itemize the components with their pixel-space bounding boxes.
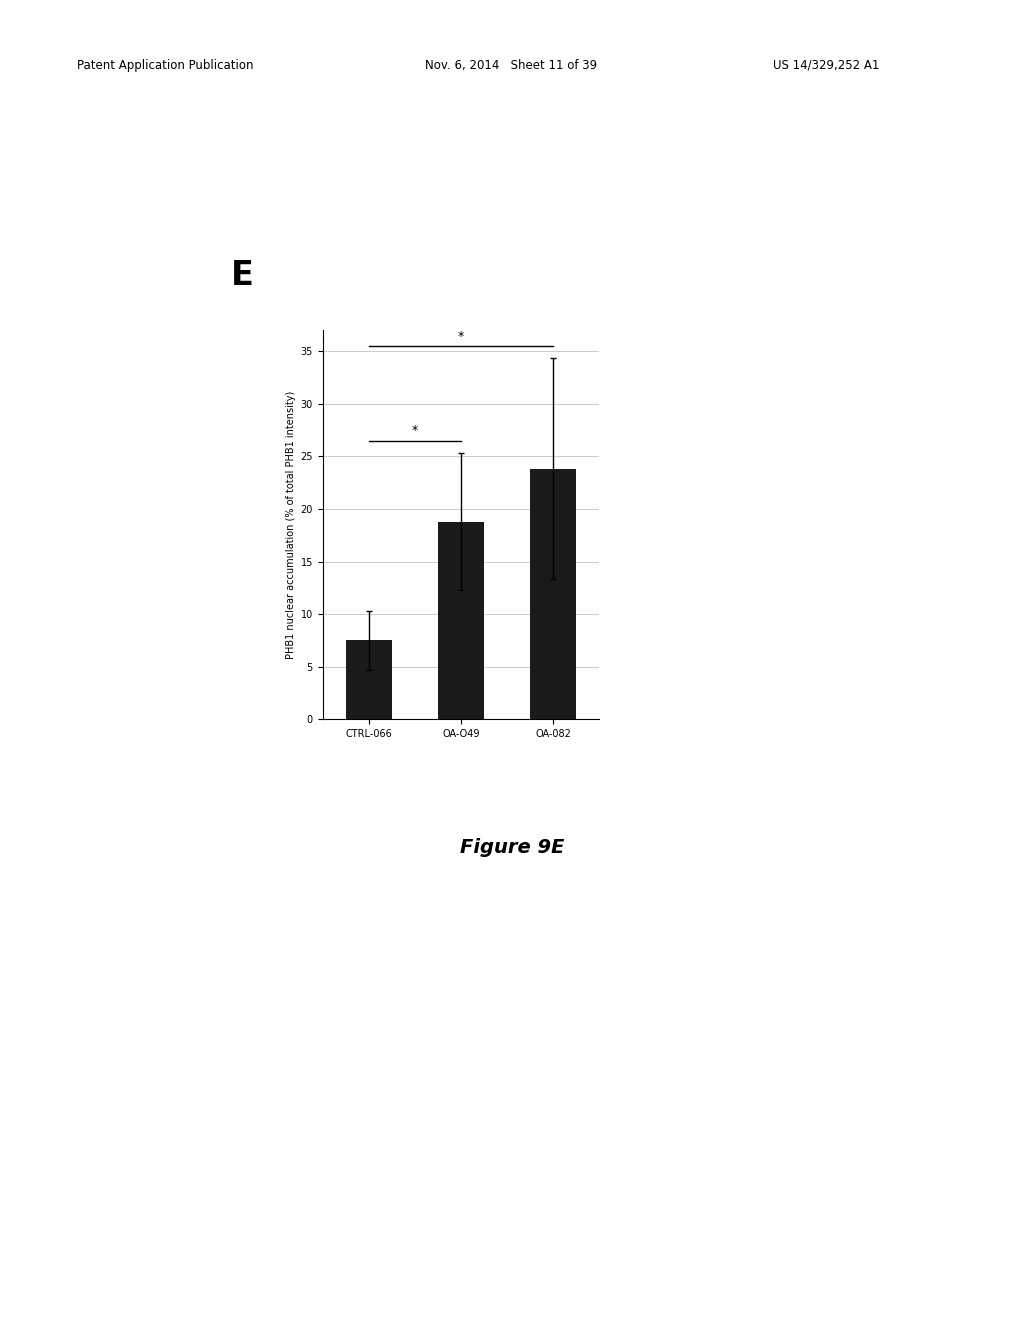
Text: *: * [458,330,464,343]
Bar [438,521,483,719]
Text: E: E [230,259,253,292]
Text: US 14/329,252 A1: US 14/329,252 A1 [773,58,880,71]
Bar [345,640,391,719]
Bar [530,469,575,719]
Text: *: * [412,424,418,437]
Text: Nov. 6, 2014   Sheet 11 of 39: Nov. 6, 2014 Sheet 11 of 39 [425,58,597,71]
Text: Figure 9E: Figure 9E [460,838,564,857]
Text: Patent Application Publication: Patent Application Publication [77,58,253,71]
Y-axis label: PHB1 nuclear accumulation (% of total PHB1 intensity): PHB1 nuclear accumulation (% of total PH… [286,391,296,659]
